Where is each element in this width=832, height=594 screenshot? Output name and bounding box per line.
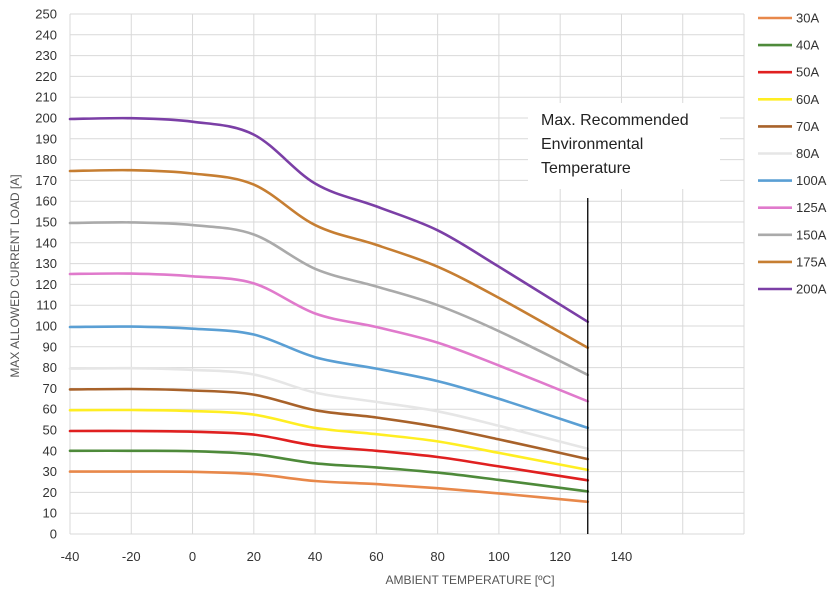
x-tick-label: -40	[61, 549, 80, 564]
y-tick-label: 10	[43, 506, 57, 521]
annotation-box	[528, 103, 720, 189]
y-tick-labels: 0 10 20 30 40 50 60 70 80 90 100 110 120 130 140 150 160…	[35, 7, 57, 542]
y-tick-label: 250	[35, 7, 57, 22]
x-axis-title: AMBIENT TEMPERATURE [ºC]	[385, 573, 554, 587]
x-tick-label: 40	[308, 549, 322, 564]
series-line-40a	[68, 449, 590, 493]
y-tick-label: 100	[35, 319, 57, 334]
y-tick-label: 240	[35, 27, 57, 42]
series-line-50a	[68, 429, 590, 482]
y-tick-label: 0	[50, 527, 57, 542]
series-layer	[68, 116, 590, 504]
y-tick-label: 200	[35, 111, 57, 126]
y-tick-label: 90	[43, 339, 57, 354]
y-tick-label: 150	[35, 215, 57, 230]
y-tick-label: 70	[43, 381, 57, 396]
legend-label: 70A	[796, 119, 819, 134]
legend-label: 30A	[796, 11, 819, 26]
x-tick-labels: -40 -20 0 20 40 60 80 100 120 140	[61, 549, 633, 564]
x-tick-label: 60	[369, 549, 383, 564]
y-tick-label: 160	[35, 194, 57, 209]
grid	[69, 13, 745, 535]
y-tick-label: 110	[36, 298, 57, 313]
legend-label: 150A	[796, 227, 827, 242]
legend-label: 40A	[796, 38, 819, 53]
y-tick-label: 140	[35, 235, 57, 250]
y-tick-label: 210	[35, 90, 57, 105]
legend-label: 200A	[796, 282, 827, 297]
y-tick-label: 60	[43, 402, 57, 417]
legend-label: 80A	[796, 146, 819, 161]
series-line-100a	[68, 325, 590, 430]
series-line-200a	[68, 116, 590, 324]
series-line-175a	[68, 168, 590, 350]
legend-label: 100A	[796, 173, 827, 188]
x-tick-label: 100	[488, 549, 510, 564]
legend-label: 175A	[796, 254, 827, 269]
y-tick-label: 170	[35, 173, 57, 188]
y-tick-label: 30	[43, 464, 57, 479]
y-tick-label: 50	[43, 423, 57, 438]
x-tick-label: -20	[122, 549, 141, 564]
y-tick-label: 190	[35, 131, 57, 146]
x-tick-label: 120	[549, 549, 571, 564]
x-tick-label: 140	[611, 549, 633, 564]
y-tick-label: 40	[43, 443, 57, 458]
annotation-line-1: Max. Recommended	[541, 112, 689, 129]
series-line-150a	[68, 221, 590, 377]
series-line-30a	[68, 470, 590, 504]
legend-label: 60A	[796, 92, 819, 107]
legend-label: 125A	[796, 200, 827, 215]
y-tick-label: 230	[35, 48, 57, 63]
y-axis-title: MAX ALLOWED CURRENT LOAD [A]	[8, 174, 22, 377]
y-tick-label: 80	[43, 360, 57, 375]
x-tick-label: 0	[189, 549, 196, 564]
legend-label: 50A	[796, 65, 819, 80]
y-tick-label: 120	[35, 277, 57, 292]
series-line-80a	[68, 366, 590, 450]
legend: 30A 40A 50A 60A 70A 80A 100A 125A 150A 175A 200A	[758, 11, 827, 297]
series-line-125a	[68, 272, 590, 403]
series-line-70a	[68, 387, 590, 461]
y-tick-label: 220	[35, 69, 57, 84]
x-tick-label: 20	[247, 549, 261, 564]
y-tick-label: 20	[43, 485, 57, 500]
annotation-line-2: Environmental	[541, 136, 643, 153]
x-tick-label: 80	[430, 549, 444, 564]
y-tick-label: 130	[35, 256, 57, 271]
series-line-60a	[68, 408, 590, 472]
y-tick-label: 180	[35, 152, 57, 167]
annotation-group: Max. Recommended Environmental Temperatu…	[528, 103, 720, 534]
annotation-line-3: Temperature	[541, 160, 631, 177]
